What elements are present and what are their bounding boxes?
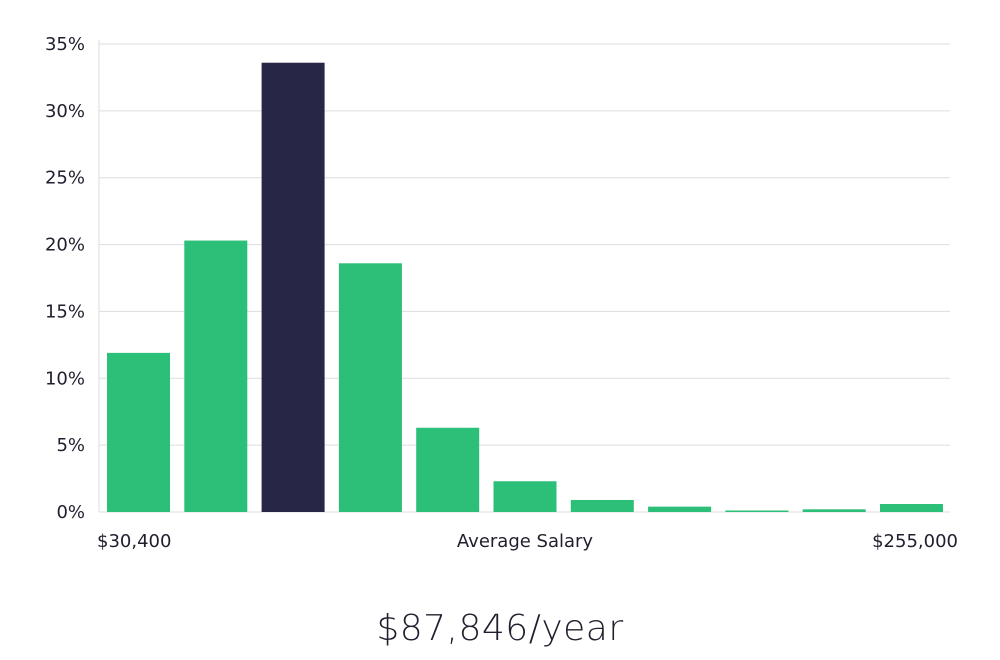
- bars: [107, 62, 943, 512]
- bar: [107, 352, 170, 512]
- bar: [725, 510, 789, 512]
- y-tick-label: 20%: [45, 235, 85, 256]
- y-axis-ticks: 0% 5% 10% 15% 20% 25% 30% 35%: [45, 34, 85, 523]
- y-tick-label: 10%: [45, 368, 85, 389]
- x-axis-title: Average Salary: [457, 531, 594, 552]
- bar: [338, 263, 402, 512]
- bar: [570, 499, 634, 512]
- y-tick-label: 30%: [45, 101, 85, 122]
- bar: [802, 509, 866, 512]
- x-axis-start-label: $30,400: [97, 531, 171, 552]
- bar-highlighted: [261, 62, 325, 512]
- y-tick-label: 25%: [45, 168, 85, 189]
- average-salary-value: $87,846/year: [376, 608, 624, 649]
- bar: [184, 240, 248, 512]
- bar: [493, 481, 557, 512]
- bar: [648, 506, 712, 512]
- x-axis-end-label: $255,000: [872, 531, 958, 552]
- bar: [880, 503, 943, 512]
- y-tick-label: 0%: [56, 502, 85, 523]
- bar: [416, 427, 480, 512]
- salary-distribution-chart: 0% 5% 10% 15% 20% 25% 30% 35% $30,400 Average S…: [45, 34, 958, 552]
- y-tick-label: 15%: [45, 301, 85, 322]
- y-tick-label: 5%: [56, 435, 85, 456]
- y-tick-label: 35%: [45, 34, 85, 55]
